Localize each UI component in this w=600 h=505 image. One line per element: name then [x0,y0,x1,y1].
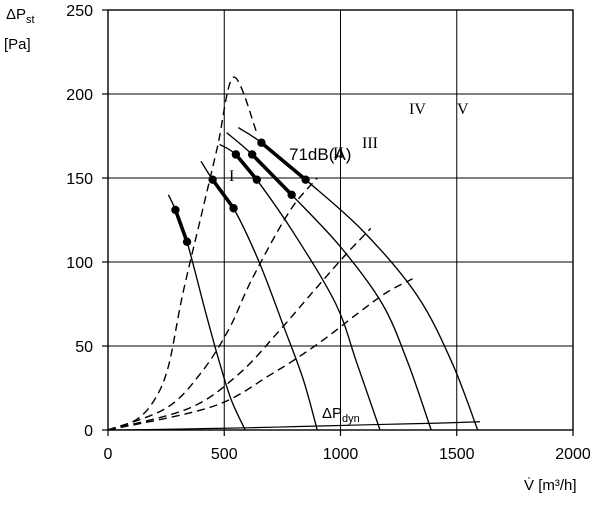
y-axis-symbol: ΔP [6,6,26,23]
noise-marker-3 [208,175,217,184]
y-axis-unit: [Pa] [4,36,31,53]
y-tick-label-150: 150 [66,171,93,188]
x-tick-label-2000: 2000 [555,446,591,463]
fan-curves [167,127,479,431]
noise-marker-10 [301,175,310,184]
fan-curve-v [237,127,479,431]
x-tick-label-1000: 1000 [323,446,359,463]
system-curve-3 [107,227,372,431]
fan-curve-label-i: I [229,168,234,185]
noise-marker-9 [257,138,266,147]
noise-marker-5 [231,150,241,159]
fan-curve-label-v: V [457,101,469,118]
dynamic-pressure-prefix: ΔP [322,405,342,422]
fan-curve-label-ii: II [333,145,344,162]
fan-curve-iii [219,143,381,431]
y-tick-label-250: 250 [66,3,93,20]
y-tick-label-50: 50 [75,339,93,356]
dynamic-pressure-annotation: ΔPdyn [322,405,360,425]
noise-marker-7 [247,150,257,159]
x-tick-label-0: 0 [104,446,113,463]
x-axis-unit: [m³/h] [538,477,576,494]
fan-curve-label-iv: IV [409,101,426,118]
y-axis-title: ΔPst [6,6,35,26]
dynamic-pressure-curve [107,421,481,431]
noise-segment-i [173,208,189,244]
system-curves [107,76,413,431]
y-axis-subscript: st [26,14,35,26]
noise-marker-6 [252,175,261,184]
system-curve-4 [107,278,413,431]
noise-segment-iv [250,152,294,197]
noise-marker-8 [287,190,296,199]
noise-annotation: 71dB(A) [289,145,351,164]
x-axis-title: V̇ [m³/h] [524,477,577,494]
dynamic-pressure-layer [107,421,481,431]
fan-curve-ii [200,160,318,431]
y-tick-label-0: 0 [84,423,93,440]
x-tick-label-1500: 1500 [439,446,475,463]
system-curve-1 [107,76,258,431]
dynamic-pressure-subscript: dyn [342,413,360,425]
system-curve-2 [107,177,318,431]
axes-layer: 0 500 1000 1500 2000 0 50 100 150 200 250 [66,3,591,463]
noise-marker-1 [171,205,180,215]
fan-curve-i [167,194,246,431]
x-tick-label-500: 500 [211,446,238,463]
noise-layer [171,138,310,247]
y-tick-label-200: 200 [66,87,93,104]
fan-curve-label-iii: III [362,135,378,152]
y-tick-label-100: 100 [66,255,93,272]
noise-marker-4 [229,204,238,213]
x-axis-symbol: V̇ [524,477,538,494]
noise-marker-2 [182,237,192,247]
